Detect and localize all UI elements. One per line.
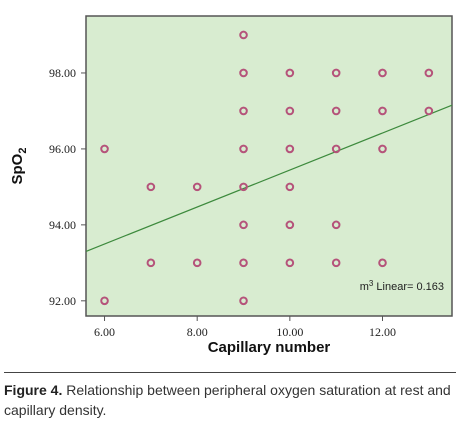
data-point bbox=[331, 258, 341, 268]
annotation-superscript: 3 bbox=[369, 279, 374, 288]
caption-text: Relationship between peripheral oxygen s… bbox=[4, 382, 451, 418]
data-point bbox=[239, 296, 248, 306]
data-point bbox=[285, 182, 295, 192]
x-axis-label: Capillary number bbox=[208, 339, 331, 356]
data-point bbox=[378, 68, 387, 78]
annotation-text: Linear= 0.163 bbox=[373, 281, 444, 293]
r-squared-annotation: m3 Linear= 0.163 bbox=[360, 279, 444, 293]
x-tick-label: 6.00 bbox=[94, 325, 115, 339]
data-point bbox=[239, 106, 248, 116]
data-point bbox=[331, 106, 341, 116]
data-point bbox=[424, 106, 434, 116]
linear-fit-line bbox=[85, 104, 453, 253]
data-point bbox=[239, 258, 248, 268]
data-point bbox=[239, 182, 248, 192]
data-point bbox=[239, 68, 248, 78]
scatter-chart: 6.00 8.00 10.00 12.00 92.00 94.00 96.00 98.00 C… bbox=[9, 15, 453, 356]
data-point bbox=[239, 220, 248, 230]
x-tick-label: 12.00 bbox=[369, 325, 396, 339]
y-tick-label: 98.00 bbox=[49, 66, 76, 80]
plot-area bbox=[85, 15, 453, 317]
y-axis-label: SpO2 bbox=[9, 148, 29, 185]
y-tick-label: 94.00 bbox=[49, 218, 76, 232]
data-point bbox=[285, 68, 295, 78]
figure-label: Figure 4. bbox=[4, 382, 63, 398]
data-point bbox=[331, 68, 341, 78]
data-point bbox=[146, 258, 156, 268]
data-point bbox=[192, 258, 202, 268]
data-point bbox=[146, 182, 156, 192]
x-tick-label: 10.00 bbox=[276, 325, 303, 339]
data-point bbox=[239, 144, 248, 154]
x-tick-label: 8.00 bbox=[187, 325, 208, 339]
y-axis-label-subscript: 2 bbox=[17, 148, 29, 154]
annotation-prefix: m bbox=[360, 281, 369, 293]
data-point bbox=[285, 258, 295, 268]
caption-divider bbox=[4, 372, 456, 373]
data-point bbox=[285, 144, 295, 154]
data-point bbox=[100, 296, 109, 306]
data-point bbox=[378, 258, 387, 268]
data-point bbox=[285, 106, 295, 116]
data-point bbox=[285, 220, 295, 230]
data-point bbox=[424, 68, 434, 78]
data-point bbox=[378, 144, 387, 154]
data-point bbox=[331, 144, 341, 154]
figure-caption: Figure 4. Relationship between periphera… bbox=[4, 380, 456, 420]
data-point bbox=[331, 220, 341, 230]
y-tick-label: 92.00 bbox=[49, 294, 76, 308]
data-point bbox=[239, 30, 248, 40]
data-point bbox=[378, 106, 387, 116]
y-axis-label-main: SpO bbox=[9, 153, 26, 184]
y-tick-label: 96.00 bbox=[49, 142, 76, 156]
data-point bbox=[192, 182, 202, 192]
data-point bbox=[100, 144, 109, 154]
